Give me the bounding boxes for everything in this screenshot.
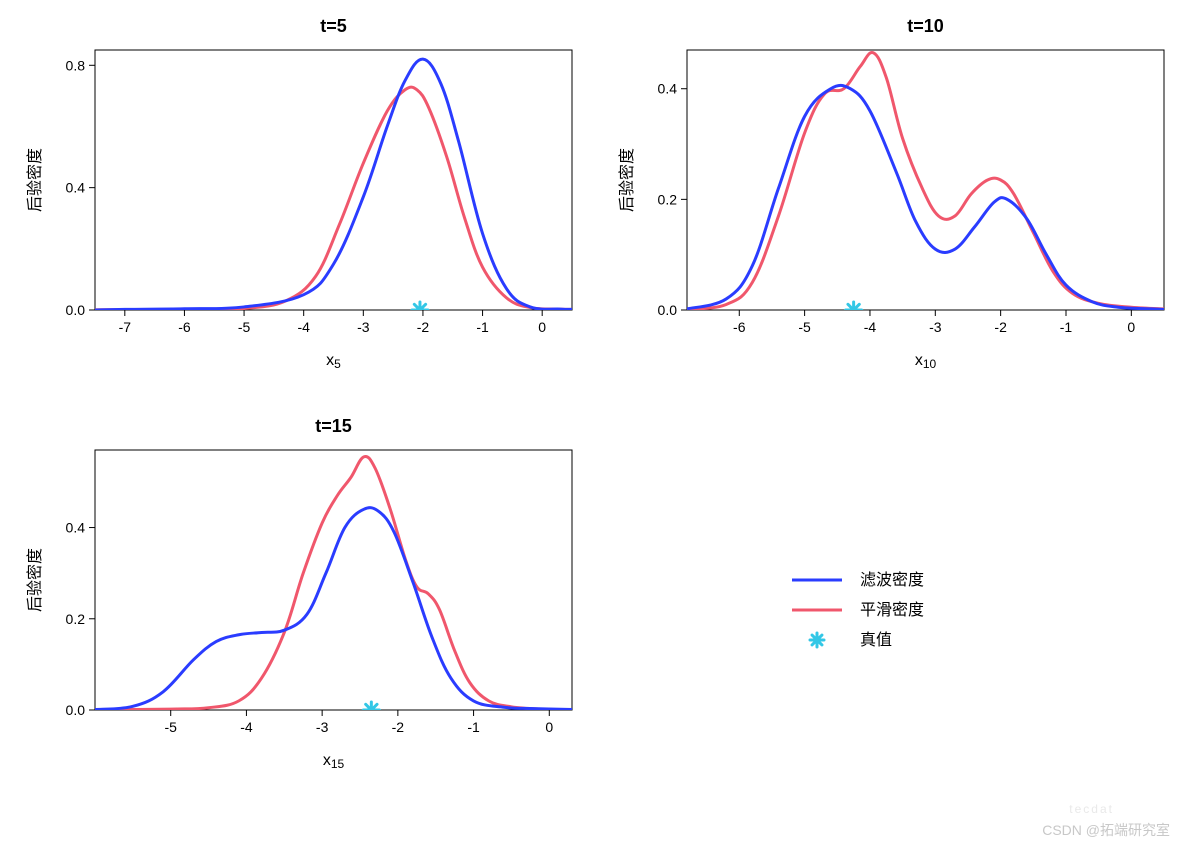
panel-t10: -6 -5 -4 -3 -2 -1 0 0.0 0.2 0.4 t=10 后验密度 x10 — [592, 0, 1184, 400]
panel-t15: -5 -4 -3 -2 -1 0 0.0 0.2 0.4 t=15 后验密度 x15 — [0, 400, 592, 800]
y-axis-label: 后验密度 — [618, 148, 636, 212]
smooth-density-curve — [95, 456, 572, 709]
svg-text:-3: -3 — [357, 319, 370, 335]
svg-text:-5: -5 — [164, 719, 177, 735]
filter-density-curve — [95, 59, 572, 310]
svg-text:0.0: 0.0 — [658, 302, 678, 318]
svg-text:-5: -5 — [798, 319, 811, 335]
y-axis-label: 后验密度 — [26, 148, 44, 212]
svg-text:-4: -4 — [864, 319, 877, 335]
svg-text:-1: -1 — [467, 719, 480, 735]
watermark: CSDN @拓端研究室 — [1042, 820, 1170, 840]
watermark-faint: tecdat — [1069, 802, 1114, 816]
svg-text:-4: -4 — [240, 719, 253, 735]
legend-label: 真值 — [860, 631, 892, 649]
legend-panel: 滤波密度平滑密度真值 — [592, 400, 1184, 800]
svg-text:0.4: 0.4 — [658, 81, 678, 97]
svg-text:-6: -6 — [733, 319, 746, 335]
svg-text:0.2: 0.2 — [66, 611, 86, 627]
svg-text:-2: -2 — [392, 719, 405, 735]
svg-text:-5: -5 — [238, 319, 251, 335]
svg-text:-3: -3 — [929, 319, 942, 335]
legend-label: 滤波密度 — [860, 571, 924, 589]
svg-text:0.0: 0.0 — [66, 702, 86, 718]
truth-marker — [846, 302, 862, 318]
svg-text:-2: -2 — [994, 319, 1007, 335]
x-axis-label: x5 — [326, 352, 341, 371]
filter-density-curve — [95, 508, 572, 710]
svg-text:0: 0 — [545, 719, 553, 735]
svg-text:-2: -2 — [417, 319, 430, 335]
chart-title: t=5 — [320, 16, 347, 36]
svg-text:-7: -7 — [119, 319, 132, 335]
x-axis-label: x10 — [915, 352, 937, 371]
truth-marker — [412, 302, 428, 318]
chart-title: t=15 — [315, 416, 352, 436]
svg-text:0.4: 0.4 — [66, 520, 86, 536]
truth-marker — [363, 702, 379, 718]
svg-text:0.2: 0.2 — [658, 191, 678, 207]
svg-text:-1: -1 — [1060, 319, 1073, 335]
svg-text:-6: -6 — [178, 319, 191, 335]
x-axis-label: x15 — [323, 752, 345, 771]
panel-t5: -7 -6 -5 -4 -3 -2 -1 0 0.0 0.4 0.8 t=5 后验密度 x5 — [0, 0, 592, 400]
y-axis-label: 后验密度 — [26, 548, 44, 612]
svg-text:0.0: 0.0 — [66, 302, 86, 318]
legend-label: 平滑密度 — [860, 601, 924, 619]
smooth-density-curve — [687, 52, 1164, 309]
svg-text:0.8: 0.8 — [66, 57, 86, 73]
chart-title: t=10 — [907, 16, 944, 36]
svg-text:-1: -1 — [476, 319, 489, 335]
truth-marker — [810, 633, 824, 647]
svg-text:0: 0 — [1127, 319, 1135, 335]
svg-text:0.4: 0.4 — [66, 180, 86, 196]
svg-text:-4: -4 — [297, 319, 310, 335]
svg-text:-3: -3 — [316, 719, 329, 735]
svg-text:0: 0 — [538, 319, 546, 335]
